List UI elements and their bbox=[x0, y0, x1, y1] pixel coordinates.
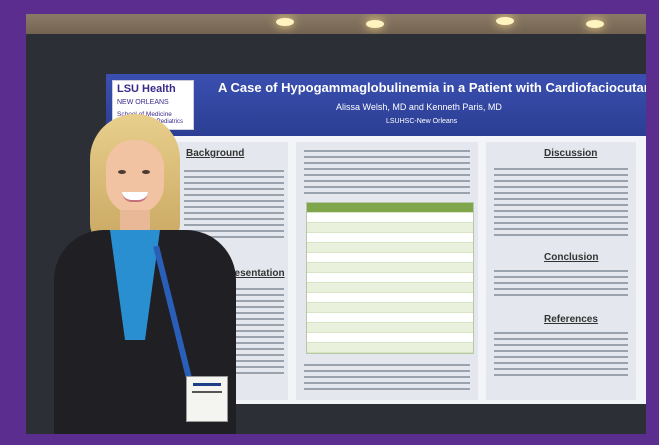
lab-values-table bbox=[306, 202, 474, 354]
badge-name bbox=[192, 391, 222, 393]
table-row bbox=[307, 333, 473, 343]
logo-name: LSU Health bbox=[117, 83, 176, 95]
poster-authors: Alissa Welsh, MD and Kenneth Paris, MD bbox=[336, 102, 502, 112]
table-row bbox=[307, 243, 473, 253]
ceiling-light bbox=[586, 20, 604, 28]
background-text bbox=[184, 170, 284, 242]
ceiling-light bbox=[496, 17, 514, 25]
section-heading-conclusion: Conclusion bbox=[544, 252, 599, 263]
case-text bbox=[304, 150, 470, 198]
table-row bbox=[307, 263, 473, 273]
badge-logo bbox=[193, 383, 221, 386]
logo-city: NEW ORLEANS bbox=[117, 99, 169, 106]
table-row bbox=[307, 223, 473, 233]
table-row bbox=[307, 313, 473, 323]
table-row bbox=[307, 273, 473, 283]
section-heading-references: References bbox=[544, 314, 598, 325]
conclusion-text bbox=[494, 270, 628, 300]
followup-text bbox=[304, 364, 470, 394]
table-row bbox=[307, 253, 473, 263]
table-row bbox=[307, 303, 473, 313]
references-text bbox=[494, 332, 628, 380]
ceiling-light bbox=[276, 18, 294, 26]
table-row bbox=[307, 293, 473, 303]
photograph: LSU Health NEW ORLEANS School of Medicin… bbox=[26, 14, 646, 434]
face bbox=[106, 140, 164, 214]
table-header bbox=[307, 203, 473, 213]
table-row bbox=[307, 233, 473, 243]
poster-column-right: Discussion Conclusion References bbox=[486, 142, 636, 400]
name-badge bbox=[186, 376, 228, 422]
ceiling-light bbox=[366, 20, 384, 28]
presenter bbox=[40, 114, 240, 434]
section-heading-presentation: Presentation bbox=[224, 268, 285, 279]
eye bbox=[118, 170, 126, 174]
eye bbox=[142, 170, 150, 174]
poster-affiliation: LSUHSC-New Orleans bbox=[386, 118, 458, 125]
section-heading-discussion: Discussion bbox=[544, 148, 598, 159]
section-heading-background: Background bbox=[186, 148, 245, 159]
table-row bbox=[307, 343, 473, 353]
presentation-text bbox=[216, 288, 284, 378]
table-row bbox=[307, 323, 473, 333]
poster-header: LSU Health NEW ORLEANS School of Medicin… bbox=[106, 74, 646, 136]
table-row bbox=[307, 213, 473, 223]
smile bbox=[122, 192, 148, 202]
poster-title: A Case of Hypogammaglobulinemia in a Pat… bbox=[218, 80, 646, 95]
table-row bbox=[307, 283, 473, 293]
discussion-text bbox=[494, 168, 628, 240]
poster-column-middle bbox=[296, 142, 478, 400]
